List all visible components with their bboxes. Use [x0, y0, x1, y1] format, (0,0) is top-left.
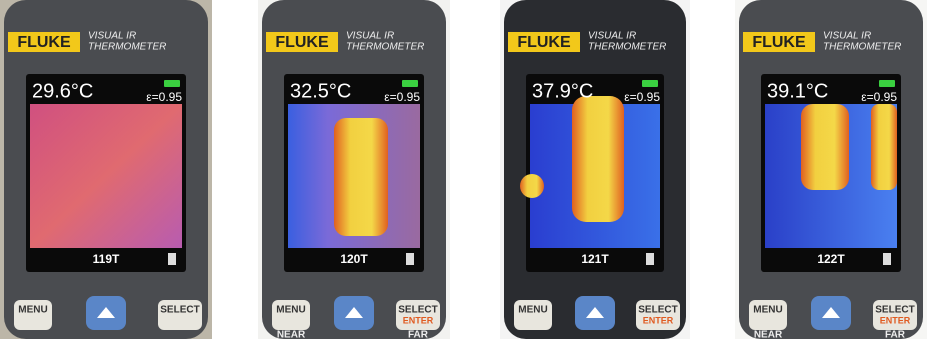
- select-label: SELECT: [398, 305, 437, 316]
- trash-icon: [406, 253, 414, 265]
- near-label: NEAR: [277, 330, 306, 339]
- menu-label: MENU: [518, 305, 547, 316]
- temperature: 37.9°C: [532, 80, 593, 102]
- emissivity: ε=0.95: [624, 90, 660, 104]
- model-line: VISUAL IR: [88, 31, 136, 42]
- model-line: THERMOMETER: [88, 42, 166, 53]
- near-label: NEAR: [754, 330, 783, 339]
- select-label: SELECT: [160, 305, 199, 316]
- temperature: 32.5°C: [290, 80, 351, 102]
- far-label: FAR: [885, 330, 906, 339]
- brand: FLUKE: [752, 34, 806, 51]
- photo-strip: FLUKEVISUAL IRTHERMOMETER29.6°Cε=0.95119…: [0, 0, 927, 339]
- model-line: VISUAL IR: [588, 31, 636, 42]
- enter-label: ENTER: [403, 315, 434, 325]
- hot-spot: [520, 174, 544, 198]
- far-label: FAR: [408, 330, 429, 339]
- menu-label: MENU: [753, 305, 782, 316]
- image-id: 122T: [817, 252, 845, 266]
- battery-icon: [402, 80, 418, 87]
- menu-label: MENU: [18, 305, 47, 316]
- model-line: THERMOMETER: [823, 42, 901, 53]
- image-id: 120T: [340, 252, 368, 266]
- trash-icon: [168, 253, 176, 265]
- hot-spot: [572, 96, 624, 222]
- enter-label: ENTER: [643, 315, 674, 325]
- emissivity: ε=0.95: [384, 90, 420, 104]
- emissivity: ε=0.95: [146, 90, 182, 104]
- battery-icon: [642, 80, 658, 87]
- trash-icon: [883, 253, 891, 265]
- model-line: VISUAL IR: [346, 31, 394, 42]
- hot-spot: [871, 104, 897, 190]
- battery-icon: [879, 80, 895, 87]
- emissivity: ε=0.95: [861, 90, 897, 104]
- image-id: 119T: [93, 252, 120, 266]
- trash-icon: [646, 253, 654, 265]
- hot-spot: [801, 104, 849, 190]
- model-line: VISUAL IR: [823, 31, 871, 42]
- brand: FLUKE: [17, 34, 71, 51]
- select-label: SELECT: [638, 305, 677, 316]
- temperature: 29.6°C: [32, 80, 93, 102]
- battery-icon: [164, 80, 180, 87]
- image-id: 121T: [581, 252, 609, 266]
- model-line: THERMOMETER: [346, 42, 424, 53]
- menu-label: MENU: [276, 305, 305, 316]
- hot-spot: [334, 118, 388, 236]
- model-line: THERMOMETER: [588, 42, 666, 53]
- brand: FLUKE: [517, 34, 571, 51]
- temperature: 39.1°C: [767, 80, 828, 102]
- brand: FLUKE: [275, 34, 329, 51]
- enter-label: ENTER: [880, 315, 911, 325]
- select-label: SELECT: [875, 305, 914, 316]
- thermal-image: [30, 104, 182, 248]
